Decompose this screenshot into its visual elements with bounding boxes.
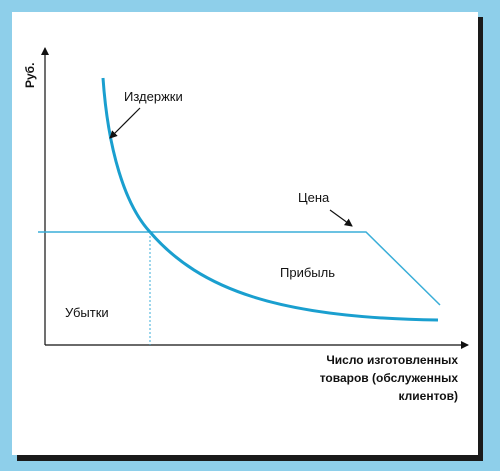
panel (12, 12, 478, 455)
price-arrow (329, 209, 353, 227)
price-label: Цена (298, 190, 330, 205)
x-axis-label: Число изготовленных (326, 353, 458, 367)
profit-label: Прибыль (280, 265, 335, 280)
x-axis-label: клиентов) (399, 389, 459, 403)
costs-arrow (109, 107, 141, 139)
price-line (38, 231, 441, 306)
y-axis-label: Руб. (23, 63, 37, 88)
x-axis-label: товаров (обслуженных (320, 371, 459, 385)
costs-label: Издержки (124, 89, 183, 104)
cost-curve (101, 77, 439, 322)
losses-label: Убытки (65, 305, 109, 320)
